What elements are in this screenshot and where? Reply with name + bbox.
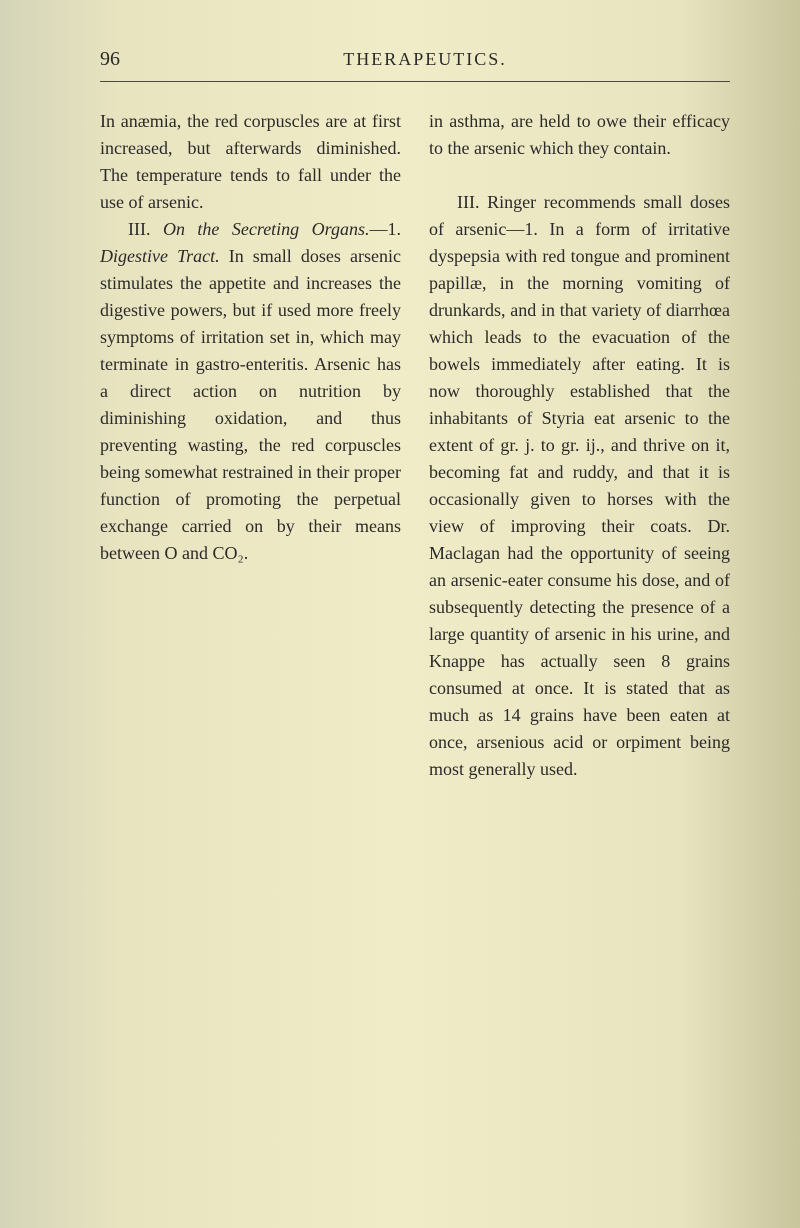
left-para-2: III. On the Secreting Organs.—1. Digesti… bbox=[100, 216, 401, 567]
right-para-2: III. Ringer recommends small doses of ar… bbox=[429, 189, 730, 783]
header-rule bbox=[100, 81, 730, 82]
para2-italic-1: On the Secreting Organs. bbox=[163, 219, 370, 239]
para2-rest: In small doses arsenic stimulates the ap… bbox=[100, 246, 401, 563]
right-column: in asthma, are held to owe their efficac… bbox=[429, 108, 730, 783]
left-column: In anæmia, the red corpuscles are at fir… bbox=[100, 108, 401, 783]
page-number: 96 bbox=[100, 48, 120, 71]
running-header: THERAPEUTICS. bbox=[120, 49, 730, 70]
para2-prefix: III. bbox=[128, 219, 163, 239]
right-para-1: in asthma, are held to owe their efficac… bbox=[429, 108, 730, 162]
para2-mid: —1. bbox=[370, 219, 402, 239]
para2-italic-2: Digestive Tract. bbox=[100, 246, 220, 266]
page-header: 96 THERAPEUTICS. bbox=[100, 48, 730, 75]
left-para-1: In anæmia, the red corpuscles are at fir… bbox=[100, 108, 401, 216]
content-columns: In anæmia, the red corpuscles are at fir… bbox=[100, 108, 730, 783]
